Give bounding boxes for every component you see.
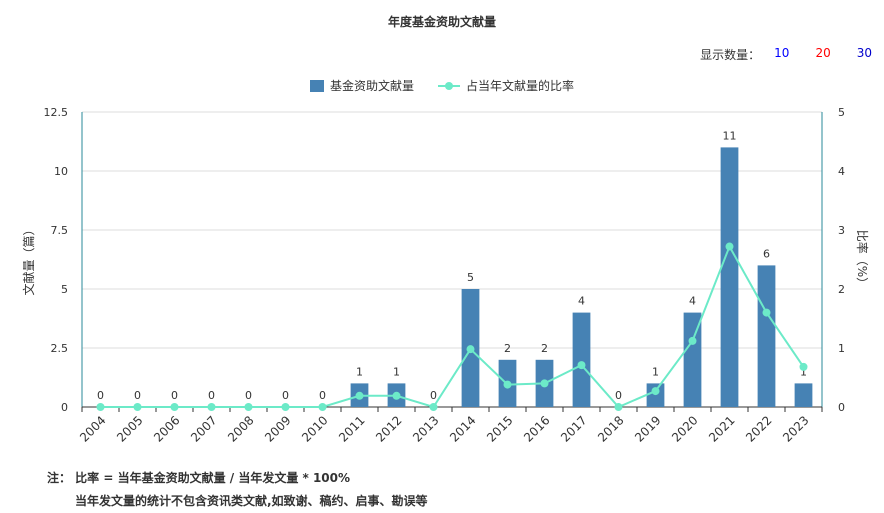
display-count-selector: 显示数量： 10 20 30: [700, 46, 872, 63]
y-axis-title-left: 文献量（篇）: [21, 223, 36, 295]
y-tick-label-left: 0: [61, 401, 68, 414]
y-tick-label-right: 0: [838, 401, 845, 414]
y-tick-label-right: 1: [838, 342, 845, 355]
x-tick-label: 2007: [188, 413, 219, 444]
bar-data-label: 0: [171, 389, 178, 402]
x-tick-label: 2009: [262, 413, 293, 444]
bar: [683, 312, 702, 407]
legend-item-bar-series[interactable]: 基金资助文献量: [309, 77, 414, 94]
y-tick-label-right: 5: [838, 106, 845, 119]
ratio-point: [503, 380, 512, 389]
x-tick-label: 2006: [151, 413, 182, 444]
display-count-option-20[interactable]: 20: [815, 46, 831, 60]
ratio-point: [651, 387, 660, 396]
display-count-option-10[interactable]: 10: [774, 46, 790, 60]
y-tick-label-left: 10: [54, 165, 68, 178]
legend-line-label: 占当年文献量的比率: [466, 79, 575, 93]
x-tick-label: 2008: [225, 413, 256, 444]
ratio-point: [725, 242, 734, 251]
bar-data-label: 0: [282, 389, 289, 402]
x-tick-label: 2011: [336, 413, 367, 444]
bar: [757, 265, 776, 407]
display-count-option-30[interactable]: 30: [856, 46, 872, 60]
legend-item-line-series[interactable]: 占当年文献量的比率: [438, 77, 574, 94]
y-tick-label-right: 2: [838, 283, 845, 296]
ratio-point: [392, 391, 401, 400]
bar-data-label: 0: [615, 389, 622, 402]
bar-data-label: 4: [578, 295, 585, 308]
x-tick-label: 2019: [632, 413, 663, 444]
x-tick-label: 2016: [521, 413, 552, 444]
chart-legend: 基金资助文献量 占当年文献量的比率: [0, 77, 884, 94]
ratio-point: [540, 379, 549, 388]
x-tick-label: 2023: [780, 413, 811, 444]
ratio-point: [133, 403, 142, 411]
y-tick-label-left: 2.5: [51, 342, 69, 355]
ratio-point: [466, 345, 475, 354]
x-tick-label: 2022: [743, 413, 774, 444]
bar: [720, 147, 739, 407]
bar-data-label: 0: [245, 389, 252, 402]
bar-data-label: 11: [723, 129, 737, 142]
bar-data-label: 2: [541, 342, 548, 355]
bar-data-label: 0: [319, 389, 326, 402]
x-tick-label: 2021: [706, 413, 737, 444]
ratio-line: [100, 244, 805, 409]
ratio-point: [281, 403, 290, 411]
display-count-label: 显示数量：: [700, 48, 761, 62]
y-tick-label-right: 4: [838, 165, 845, 178]
bar: [646, 383, 665, 407]
ratio-point: [577, 361, 586, 370]
ratio-point: [688, 336, 697, 345]
y-tick-label-left: 7.5: [51, 224, 69, 237]
chart-title: 年度基金资助文献量: [387, 15, 496, 29]
bar: [794, 383, 813, 407]
ratio-point: [170, 403, 179, 411]
ratio-point: [614, 403, 623, 411]
bar-data-label: 0: [430, 389, 437, 402]
bar-data-label: 1: [356, 365, 363, 378]
bar-data-label: 4: [689, 295, 696, 308]
x-tick-label: 2005: [114, 413, 145, 444]
bar-data-label: 6: [763, 247, 770, 260]
bar-data-label: 5: [467, 271, 474, 284]
bar-data-label: 0: [208, 389, 215, 402]
x-tick-label: 2018: [595, 413, 626, 444]
legend-line-swatch: [438, 81, 460, 90]
bar-data-label: 1: [800, 365, 807, 378]
y-tick-label-right: 3: [838, 224, 845, 237]
x-tick-label: 2004: [77, 413, 108, 444]
ratio-point: [244, 403, 253, 411]
y-axis-title-right: 比率（%）: [855, 230, 870, 289]
x-tick-label: 2020: [669, 413, 700, 444]
x-tick-label: 2013: [410, 413, 441, 444]
bar-data-label: 0: [134, 389, 141, 402]
ratio-point: [207, 403, 216, 411]
ratio-point: [762, 308, 771, 317]
bar-data-label: 1: [652, 365, 659, 378]
y-tick-label-left: 12.5: [44, 106, 69, 119]
legend-bar-swatch: [309, 79, 324, 92]
ratio-point: [355, 391, 364, 400]
note-line-1: 注： 比率 = 当年基金资助文献量 / 当年发文量 * 100%: [47, 471, 351, 485]
x-tick-label: 2010: [299, 413, 330, 444]
x-tick-label: 2017: [558, 413, 589, 444]
bar-data-label: 2: [504, 342, 511, 355]
ratio-point: [799, 362, 808, 371]
bar-data-label: 0: [97, 389, 104, 402]
legend-bar-label: 基金资助文献量: [329, 79, 414, 93]
ratio-point: [96, 403, 105, 411]
note-line-2: 当年发文量的统计不包含资讯类文献,如致谢、稿约、启事、勘误等: [75, 494, 428, 508]
ratio-point: [429, 403, 438, 411]
y-tick-label-left: 5: [61, 283, 68, 296]
bar: [572, 312, 591, 407]
bar-data-label: 1: [393, 365, 400, 378]
x-tick-label: 2014: [447, 413, 478, 444]
x-tick-label: 2012: [373, 413, 404, 444]
x-tick-label: 2015: [484, 413, 515, 444]
ratio-point: [318, 403, 327, 411]
